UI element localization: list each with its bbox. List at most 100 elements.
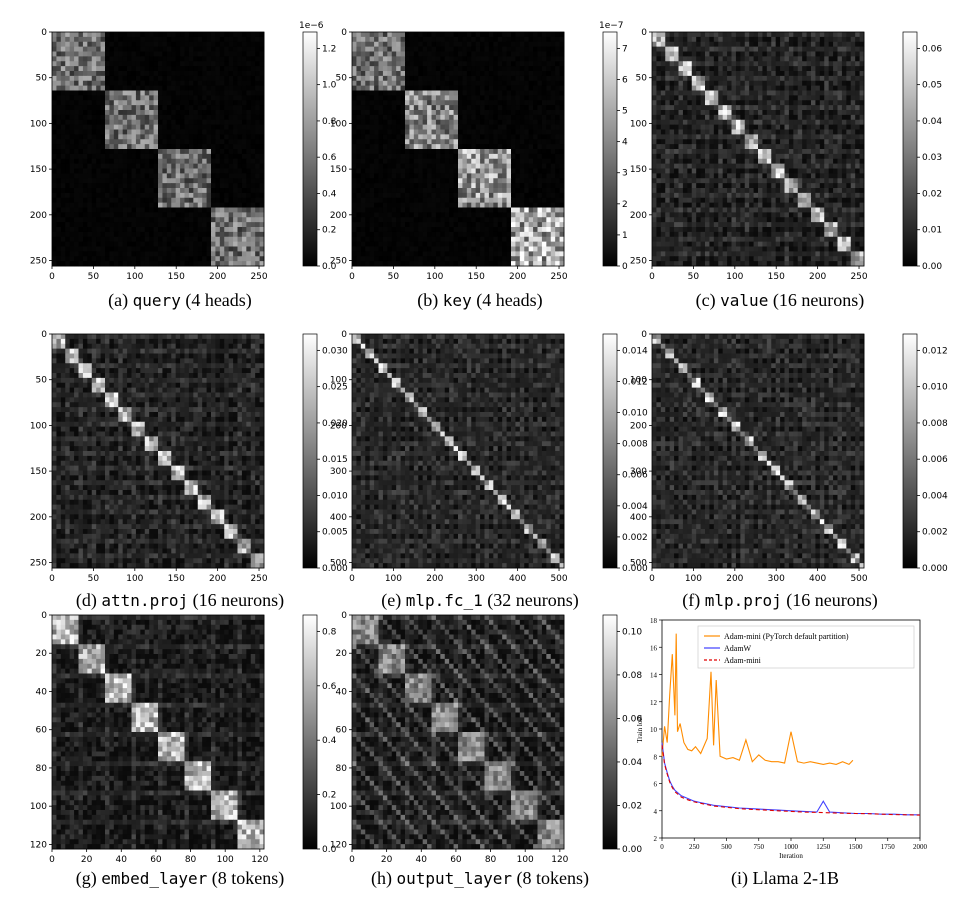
- heatmap-cell: [215, 85, 221, 91]
- heatmap-cell: [405, 119, 410, 126]
- heatmap-cell: [550, 134, 556, 140]
- heatmap-cell: [555, 32, 560, 38]
- heatmap-cell: [458, 149, 463, 155]
- heatmap-cell: [127, 188, 132, 194]
- heatmap-cell: [524, 168, 530, 174]
- heatmap-cell: [228, 207, 234, 213]
- heatmap-cell: [471, 80, 477, 87]
- heatmap-cell: [418, 227, 424, 233]
- heatmap-cell: [444, 134, 450, 140]
- heatmap-cell: [466, 236, 472, 243]
- heatmap-cell: [109, 90, 115, 96]
- heatmap-cell: [193, 149, 199, 155]
- heatmap-cell: [74, 75, 79, 82]
- heatmap-cell: [440, 80, 446, 87]
- heatmap-cell: [255, 188, 260, 194]
- heatmap-cell: [519, 139, 525, 145]
- heatmap-cell: [224, 32, 230, 38]
- heatmap-cell: [175, 61, 181, 67]
- heatmap-cell: [846, 41, 852, 48]
- heatmap-cell: [462, 46, 468, 52]
- heatmap-cell: [453, 90, 459, 96]
- heatmap-cell: [484, 85, 490, 91]
- heatmap-cell: [188, 139, 194, 145]
- heatmap-cell: [378, 149, 384, 155]
- heatmap-cell: [511, 158, 516, 165]
- colorbar-tick-label: 0.8: [322, 117, 337, 127]
- heatmap-cell: [135, 36, 141, 43]
- heatmap-cell: [175, 71, 181, 77]
- heatmap-cell: [180, 46, 185, 52]
- heatmap-cell: [484, 105, 490, 111]
- heatmap-cell: [396, 32, 401, 38]
- heatmap-cell: [211, 227, 216, 233]
- heatmap-cell: [144, 51, 150, 57]
- heatmap-cell: [211, 153, 216, 160]
- heatmap-cell: [431, 246, 437, 252]
- heatmap-cell: [528, 246, 534, 252]
- heatmap-cell: [466, 222, 472, 228]
- heatmap-cell: [91, 149, 97, 155]
- heatmap-cell: [378, 163, 384, 169]
- heatmap-cell: [180, 188, 185, 194]
- heatmap-cell: [502, 256, 507, 262]
- heatmap-cell: [246, 105, 252, 111]
- colorbar-tick-label: 4: [622, 138, 628, 148]
- heatmap-cell: [140, 124, 146, 130]
- heatmap-cell: [480, 139, 485, 145]
- heatmap-cell: [211, 231, 216, 238]
- heatmap-cell: [60, 110, 66, 116]
- heatmap-cell: [559, 197, 565, 204]
- heatmap-cell: [135, 163, 141, 169]
- heatmap-cell: [846, 32, 852, 38]
- heatmap-cell: [546, 192, 552, 199]
- heatmap-cell: [109, 149, 115, 155]
- heatmap-cell: [400, 202, 406, 208]
- heatmap-cell: [206, 153, 212, 160]
- heatmap-cell: [175, 217, 181, 223]
- heatmap-cell: [109, 246, 115, 252]
- heatmap-cell: [202, 66, 207, 72]
- heatmap-cell: [515, 246, 521, 252]
- heatmap-cell: [497, 149, 503, 155]
- heatmap-cell: [537, 51, 543, 57]
- heatmap-cell: [400, 149, 406, 155]
- heatmap-cell: [422, 95, 428, 101]
- y-tick-label: 200: [30, 211, 47, 221]
- heatmap-cell: [56, 241, 62, 247]
- heatmap-cell: [484, 197, 490, 204]
- heatmap-cell: [493, 192, 499, 199]
- heatmap-cell: [405, 100, 410, 106]
- heatmap-cell: [219, 85, 225, 91]
- heatmap-cell: [78, 231, 84, 238]
- heatmap-cell: [382, 41, 388, 48]
- heatmap-cell: [458, 227, 463, 233]
- heatmap-cell: [100, 217, 106, 223]
- heatmap-cell: [69, 51, 75, 57]
- heatmap-cell: [471, 207, 477, 213]
- heatmap-cell: [69, 36, 75, 43]
- heatmap-cell: [396, 129, 401, 135]
- heatmap-cell: [259, 110, 265, 116]
- heatmap-cell: [497, 202, 503, 208]
- heatmap-cell: [488, 251, 494, 257]
- heatmap-cell: [550, 46, 556, 52]
- heatmap-cell: [374, 202, 379, 208]
- heatmap-cell: [215, 163, 221, 169]
- heatmap-cell: [52, 231, 57, 238]
- heatmap-cell: [546, 183, 552, 189]
- heatmap-cell: [219, 192, 225, 199]
- heatmap-cell: [65, 66, 71, 72]
- heatmap-cell: [259, 80, 265, 87]
- heatmap-cell: [422, 246, 428, 252]
- heatmap-cell: [497, 129, 503, 135]
- heatmap-cell: [153, 36, 159, 43]
- heatmap-cell: [418, 183, 424, 189]
- heatmap-cell: [158, 246, 163, 252]
- heatmap-cell: [484, 80, 490, 87]
- heatmap-cell: [113, 134, 119, 140]
- heatmap-cell: [453, 207, 459, 213]
- heatmap-cell: [374, 241, 379, 247]
- heatmap-cell: [511, 173, 516, 179]
- heatmap-cell: [409, 114, 415, 121]
